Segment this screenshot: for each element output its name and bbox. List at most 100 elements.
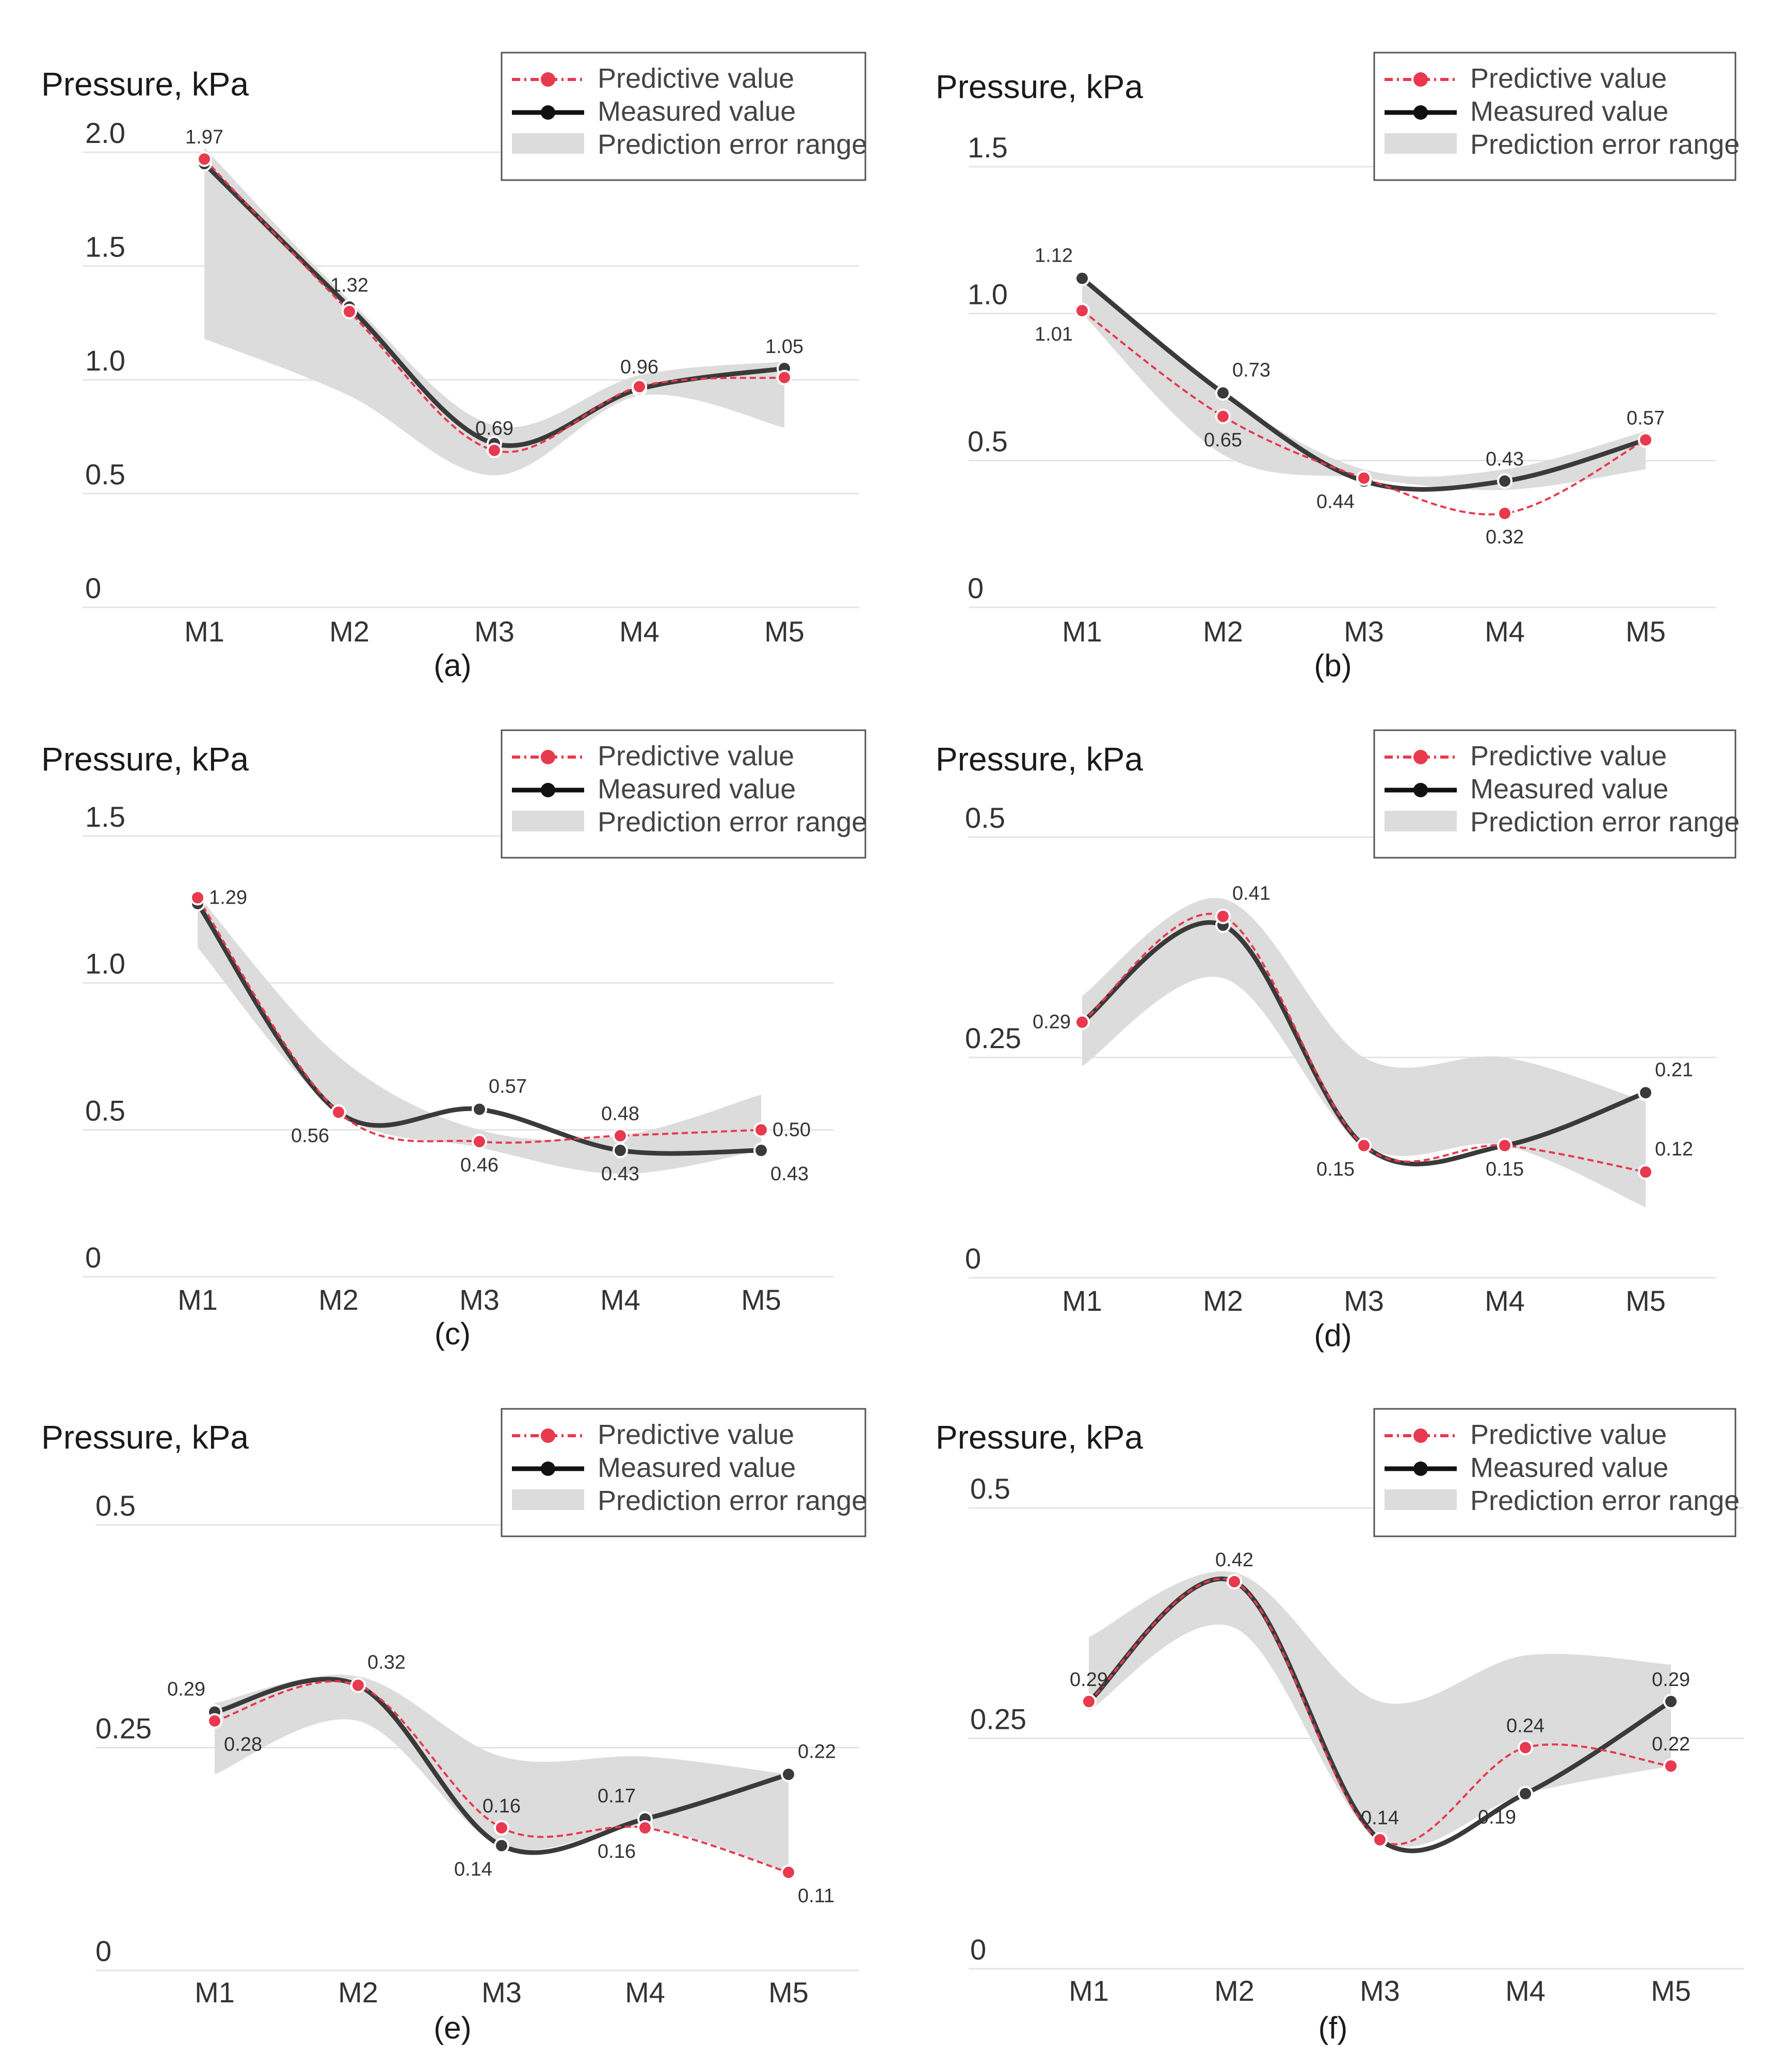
x-category-label: M3 (481, 1976, 522, 2009)
predicted-point (1074, 302, 1090, 318)
x-category-label: M2 (1214, 1974, 1254, 2007)
legend-entry: Prediction error range (1470, 807, 1740, 838)
panel-subtitle: (b) (1314, 648, 1351, 683)
legend-entry: Measured value (1470, 1452, 1668, 1483)
predicted-point (331, 1104, 346, 1120)
y-tick-label: 2.0 (85, 117, 125, 149)
data-label: 0.48 (601, 1103, 639, 1125)
y-tick-label: 0.5 (965, 801, 1005, 834)
data-label: 0.29 (1033, 1011, 1071, 1033)
x-category-label: M5 (741, 1283, 781, 1316)
y-tick-label: 0 (968, 572, 984, 604)
y-tick-label: 1.0 (85, 344, 125, 377)
legend-entry: Prediction error range (1470, 1485, 1740, 1516)
x-category-label: M1 (1062, 615, 1102, 648)
panel-a: 0 0.5 1.0 1.5 2.0 Pressure, kPa 1.97 1.32 0.69 0.… (41, 52, 867, 683)
data-label: 0.21 (1655, 1059, 1693, 1081)
y-tick-label: 0.5 (85, 458, 125, 491)
legend-band-swatch (1385, 811, 1457, 831)
x-category-label: M3 (459, 1283, 500, 1316)
legend-entry: Prediction error range (1470, 129, 1740, 160)
data-label: 1.29 (209, 887, 247, 909)
predicted-point (1215, 408, 1231, 424)
x-category-label: M5 (1626, 1284, 1666, 1317)
predicted-series-line (203, 158, 785, 453)
data-label: 0.14 (454, 1858, 492, 1880)
legend-entry: Measured value (598, 774, 796, 805)
x-category-label: M3 (1344, 1284, 1384, 1317)
legend-entry: Measured value (598, 1452, 796, 1483)
measured-point (1497, 473, 1513, 489)
predicted-point (632, 379, 647, 395)
predicted-point (777, 370, 792, 386)
y-tick-label: 0 (95, 1935, 111, 1967)
predicted-series-line (197, 897, 762, 1144)
measured-point (753, 1143, 769, 1159)
measured-series-line (195, 901, 764, 1156)
x-category-label: M5 (768, 1976, 809, 2009)
legend-entry: Prediction error range (598, 129, 867, 160)
panel-subtitle: (c) (435, 1316, 471, 1351)
panel-e: 0 0.25 0.5 Pressure, kPa 0.29 0.28 0.32 0.16 0.1… (41, 1408, 867, 2045)
predicted-point (1074, 1014, 1090, 1030)
data-label: 1.32 (330, 275, 368, 296)
y-tick-label: 1.5 (85, 800, 125, 833)
predicted-point (613, 1128, 628, 1144)
data-label: 0.50 (773, 1119, 811, 1141)
legend-measured-marker (1413, 105, 1428, 120)
predicted-point (1081, 1694, 1097, 1710)
x-category-label: M4 (600, 1283, 640, 1316)
y-tick-label: 0.25 (965, 1022, 1021, 1054)
x-category-label: M4 (619, 615, 659, 648)
legend-band-swatch (1385, 1489, 1457, 1510)
x-category-label: M3 (474, 615, 514, 648)
predicted-point (1638, 1164, 1653, 1180)
data-label: 0.41 (1232, 883, 1270, 905)
legend-measured-marker (541, 105, 555, 120)
panel-d: 0 0.25 0.5 Pressure, kPa 0.29 0.41 0.15 0.15 0.2… (936, 729, 1740, 1353)
measured-point (1638, 1085, 1653, 1101)
legend-measured-marker (541, 783, 555, 797)
x-category-label: M2 (1203, 1284, 1243, 1317)
data-label: 0.65 (1204, 429, 1242, 451)
measured-point (1518, 1786, 1533, 1802)
predicted-series-line (1081, 912, 1646, 1174)
data-label: 0.16 (598, 1841, 636, 1862)
legend-entry: Measured value (598, 96, 796, 127)
legend-predicted-marker (541, 750, 555, 764)
legend-band-swatch (512, 133, 584, 154)
data-label: 0.57 (489, 1075, 527, 1097)
data-label: 0.43 (601, 1163, 639, 1185)
data-label: 0.57 (1627, 407, 1665, 429)
prediction-error-band (1082, 275, 1646, 490)
y-tick-label: 0 (970, 1933, 986, 1966)
predicted-point (1497, 1137, 1513, 1153)
predicted-point (781, 1865, 796, 1881)
x-category-label: M2 (329, 615, 369, 648)
predicted-point (637, 1820, 653, 1836)
data-label: 0.46 (460, 1154, 498, 1176)
data-label: 0.29 (1070, 1669, 1108, 1691)
prediction-error-band (1082, 897, 1646, 1208)
y-tick-label: 0 (85, 572, 101, 604)
legend-measured-marker (1413, 1461, 1428, 1476)
data-label: 0.43 (770, 1163, 809, 1185)
data-label: 0.73 (1232, 359, 1270, 381)
y-tick-label: 0 (85, 1241, 101, 1274)
panel-subtitle: (e) (433, 2011, 471, 2045)
panel-subtitle: (d) (1314, 1318, 1351, 1353)
data-label: 0.69 (475, 418, 513, 440)
data-label: 0.22 (798, 1741, 836, 1762)
y-tick-label: 1.0 (85, 947, 125, 980)
data-label: 0.24 (1506, 1715, 1544, 1737)
predicted-point (487, 442, 502, 458)
x-category-label: M5 (1626, 615, 1666, 648)
x-category-label: M1 (178, 1283, 218, 1316)
x-category-label: M2 (1203, 615, 1243, 648)
x-category-label: M1 (1062, 1284, 1102, 1317)
legend-entry: Predictive value (598, 1419, 794, 1450)
y-tick-label: 1.0 (968, 278, 1008, 311)
data-label: 0.42 (1215, 1549, 1253, 1571)
